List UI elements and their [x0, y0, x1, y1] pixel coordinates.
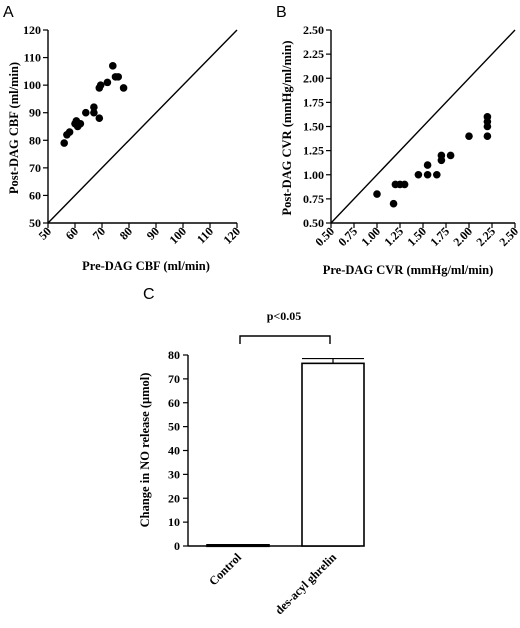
panel-b-y-tick-label: 1.25	[303, 144, 324, 158]
panel-b-data-point	[400, 180, 409, 189]
panel-a-y-tick-label: 60	[29, 188, 41, 202]
panel-c-category-label: Control	[206, 550, 244, 588]
panel-b-identity-line	[330, 29, 516, 224]
panel-a-y-tick-label: 120	[23, 23, 41, 37]
panel-b-data-point	[437, 151, 446, 160]
panel-b-data-point	[465, 132, 473, 140]
panel-a-y-tick-label: 80	[29, 133, 41, 147]
panel-b-data-point	[423, 170, 432, 179]
panel-a-data-point	[119, 84, 128, 92]
panel-c-y-tick-label: 30	[168, 467, 180, 481]
panel-b-x-tick-label: 1.00	[358, 224, 383, 249]
panel-a-data-point	[114, 73, 122, 81]
panel-c-y-tick-label: 40	[168, 444, 180, 458]
panel-a-letter: A	[3, 4, 14, 21]
panel-a-y-axis-title: Post-DAG CBF (ml/min)	[7, 62, 21, 194]
panel-c-y-tick-label: 20	[168, 491, 180, 505]
panel-a-data-point	[60, 139, 68, 147]
panel-b-x-tick-label: 1.25	[381, 224, 406, 249]
panel-c-y-tick-label: 10	[168, 515, 180, 529]
panel-a-data-point	[90, 103, 98, 111]
panel-b-x-axis-title: Pre-DAG CVR (mmHg/ml/min)	[323, 263, 494, 277]
panel-a-x-tick-label: 60	[63, 224, 81, 242]
panel-a-y-tick-label: 50	[29, 216, 41, 230]
panel-c-bar-des-acyl-ghrelin	[301, 362, 365, 547]
panel-c: C 0 10 20 30 40 50 60 70 80 Control des-acyl ghrel…	[138, 286, 365, 617]
panel-a-data-point	[90, 108, 98, 117]
panel-b-y-tick-label: 1.75	[303, 95, 324, 109]
panel-b-y-tick-label: 0.75	[303, 192, 324, 206]
significance-label: p<0.05	[267, 309, 302, 323]
panel-a-data-point	[103, 78, 112, 87]
panel-c-y-tick-label: 70	[168, 372, 180, 386]
panel-b-x-tick-label: 0.75	[335, 224, 360, 249]
panel-a-x-tick-label: 100	[166, 224, 189, 247]
panel-b-letter: B	[276, 4, 287, 21]
panel-a-x-tick-label: 80	[117, 224, 135, 242]
panel-c-y-tick-label: 80	[168, 348, 180, 362]
panel-c-letter: C	[143, 286, 155, 303]
panel-a-x-axis-title: Pre-DAG CBF (ml/min)	[82, 259, 210, 273]
significance-bracket	[239, 335, 331, 344]
panel-a-data-point	[95, 114, 104, 123]
panel-c-bar-control	[206, 544, 270, 548]
panel-b-y-axis-title: Post-DAG CVR (mmHg/ml/min)	[280, 41, 294, 216]
panel-b-x-tick-label: 2.50	[496, 224, 520, 249]
panel-a-identity-line	[47, 29, 238, 224]
panel-b-y-tick-label: 1.00	[303, 168, 324, 182]
panel-b-data-point	[446, 151, 455, 160]
panel-b-data-point	[483, 113, 492, 121]
panel-b: B 0.500.751.001.251.501.752.002.252.500.…	[276, 4, 520, 277]
panel-b-data-point	[433, 170, 441, 179]
panel-a-y-tick-label: 90	[29, 106, 41, 120]
panel-a-x-tick-label: 120	[220, 224, 243, 247]
panel-a-y-tick-label: 70	[29, 161, 41, 175]
panel-b-x-tick-label: 2.25	[473, 224, 498, 249]
panel-c-y-tick-label: 50	[168, 420, 180, 434]
panel-c-y-axis-title: Change in NO release (μmol)	[138, 373, 152, 528]
panel-c-y-tick-label: 0	[174, 539, 180, 553]
panel-b-x-tick-label: 2.00	[450, 224, 475, 249]
panel-a-y-tick-label: 100	[23, 78, 41, 92]
panel-b-y-tick-label: 2.25	[303, 47, 324, 61]
panel-b-data-point	[414, 170, 423, 179]
panel-b-y-tick-label: 0.50	[303, 216, 324, 230]
panel-a-x-tick-label: 70	[90, 224, 108, 242]
panel-b-data-point	[373, 190, 381, 198]
panel-b-x-tick-label: 1.50	[404, 224, 429, 249]
panel-b-y-tick-label: 1.50	[303, 120, 324, 134]
panel-c-category-label: des-acyl ghrelin	[272, 550, 339, 617]
panel-b-y-tick-label: 2.00	[303, 71, 324, 85]
panel-b-y-tick-label: 2.50	[303, 23, 324, 37]
panel-a-data-point	[82, 108, 90, 117]
panel-a-x-tick-label: 90	[144, 224, 162, 242]
panel-a-y-tick-label: 110	[24, 51, 41, 65]
panel-b-x-tick-label: 1.75	[427, 224, 452, 249]
panel-a-x-tick-label: 110	[194, 224, 216, 246]
panel-c-y-tick-label: 60	[168, 396, 180, 410]
panel-a-data-point	[76, 119, 85, 128]
panel-b-data-point	[423, 161, 432, 169]
panel-a-data-point	[65, 128, 74, 136]
panel-a-data-point	[96, 81, 105, 89]
panel-b-data-point	[483, 132, 492, 140]
panel-b-data-point	[389, 199, 398, 208]
panel-a-data-point	[109, 62, 117, 70]
